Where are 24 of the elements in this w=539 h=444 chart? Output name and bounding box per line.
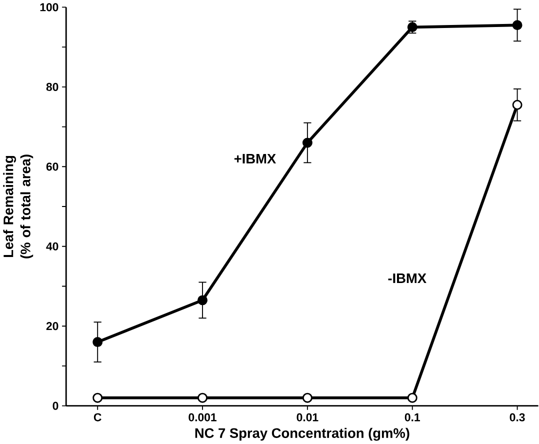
y-tick-label: 40: [46, 242, 58, 250]
x-tick-label: 0.1: [404, 413, 420, 422]
y-tick-label: 80: [46, 82, 58, 92]
x-tick-label: 0.001: [188, 413, 216, 422]
series-label: +IBMX: [234, 154, 276, 164]
x-axis-title: NC 7 Spray Concentration (gm%): [195, 428, 410, 441]
x-tick-label: 0.3: [510, 413, 525, 422]
y-tick-label: 20: [46, 322, 58, 330]
x-tick-label: C: [94, 413, 102, 422]
x-tick-label: 0.01: [296, 413, 318, 422]
point: [92, 392, 103, 403]
y-tick-label: 100: [40, 3, 58, 12]
point: [512, 20, 522, 30]
y-tick-label: 0: [52, 402, 58, 410]
point: [92, 337, 103, 348]
series-label: -IBMX: [388, 274, 426, 284]
point: [302, 392, 312, 403]
point: [302, 138, 312, 148]
y-axis-title: Leaf Remaining (% of total area): [3, 154, 34, 258]
point: [512, 100, 522, 110]
y-tick-label: 60: [46, 162, 58, 171]
point: [198, 392, 208, 403]
point: [407, 392, 418, 403]
point: [198, 295, 208, 306]
